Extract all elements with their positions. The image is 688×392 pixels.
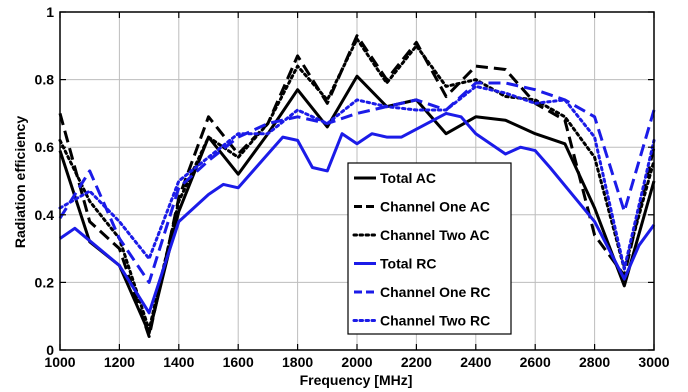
y-tick-label: 1 (46, 4, 54, 20)
series-line-channel-two-rc (58, 84, 656, 271)
x-tick-label: 2200 (401, 354, 432, 370)
x-tick-label: 1600 (223, 354, 254, 370)
legend-label: Total AC (380, 170, 436, 186)
x-tick-label: 3000 (638, 354, 669, 370)
series-layer (58, 34, 656, 338)
x-tick-label: 1200 (104, 354, 135, 370)
tick-labels: 1000 1200 1400 1600 1800 2000 2200 2400 2600 2800… (35, 4, 670, 370)
plot-frame (59, 11, 655, 351)
y-tick-label: 0.6 (35, 139, 55, 155)
series-line-total-rc (59, 111, 656, 315)
x-tick-label: 2600 (520, 354, 551, 370)
y-axis-label: Radiation efficiency (12, 116, 28, 248)
legend-label: Channel Two AC (380, 227, 490, 243)
y-tick-label: 0.8 (35, 72, 55, 88)
x-tick-label: 1800 (282, 354, 313, 370)
x-tick-label: 2000 (341, 354, 372, 370)
legend: Total AC Channel One AC Channel Two AC Tota… (347, 162, 512, 335)
legend-label: Total RC (380, 256, 437, 272)
y-tick-label: 0.4 (35, 207, 55, 223)
legend-label: Channel Two RC (380, 313, 490, 329)
legend-label: Channel One AC (380, 199, 490, 215)
legend-label: Channel One RC (380, 284, 490, 300)
x-tick-label: 1400 (163, 354, 194, 370)
x-axis-label: Frequency [MHz] (300, 372, 413, 388)
y-tick-label: 0 (46, 342, 54, 358)
x-tick-label: 2400 (460, 354, 491, 370)
legend-box (347, 162, 512, 335)
y-tick-label: 0.2 (35, 274, 55, 290)
x-tick-label: 1000 (44, 354, 75, 370)
x-tick-label: 2800 (579, 354, 610, 370)
